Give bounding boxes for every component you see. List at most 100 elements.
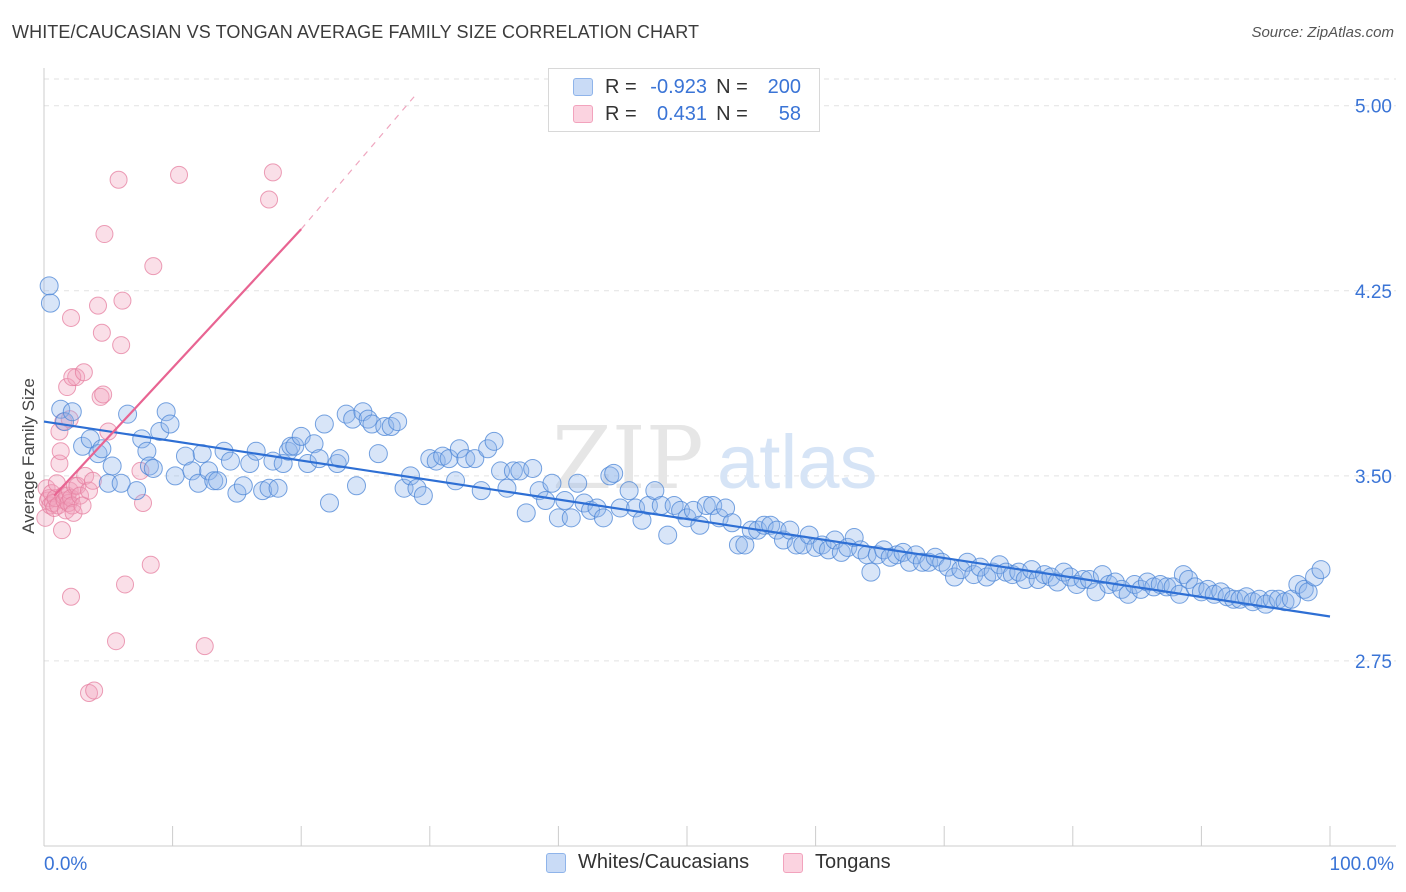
data-point-tongans	[62, 587, 81, 606]
data-point-whites	[912, 552, 932, 572]
data-point-whites	[314, 414, 334, 434]
data-point-whites	[516, 503, 536, 523]
y-tick-label: 3.50	[1355, 467, 1392, 488]
legend-label-whites: Whites/Caucasians	[578, 851, 750, 873]
legend-r-label: R =	[605, 75, 637, 98]
data-point-whites	[471, 481, 491, 501]
chart-title: WHITE/CAUCASIAN VS TONGAN AVERAGE FAMILY…	[12, 22, 700, 42]
axes	[43, 68, 1396, 847]
data-point-whites	[465, 449, 485, 469]
data-point-whites	[343, 409, 363, 429]
legend-r-value: 0.431	[656, 102, 707, 125]
data-point-tongans	[141, 555, 160, 574]
legend-n-value: 200	[767, 75, 801, 98]
legend-swatch-tongans	[573, 105, 593, 123]
data-point-tongans	[92, 323, 111, 342]
data-point-whites	[381, 417, 401, 437]
data-point-whites	[220, 451, 240, 471]
data-point-whites	[478, 439, 498, 459]
data-point-whites	[761, 515, 781, 535]
data-point-whites	[799, 525, 819, 545]
series-tongans	[36, 163, 282, 703]
data-point-tongans	[62, 308, 81, 327]
data-point-whites	[233, 476, 253, 496]
data-point-tongans	[112, 336, 131, 355]
data-point-whites	[523, 458, 543, 478]
legend-item-tongans[interactable]: Tongans	[783, 851, 891, 874]
data-point-tongans	[63, 368, 82, 387]
legend-n-label: N =	[716, 75, 748, 98]
watermark: ZIP atlas	[552, 409, 878, 509]
y-tick-label: 5.00	[1355, 97, 1392, 118]
data-point-tongans	[63, 496, 82, 515]
data-point-whites	[150, 421, 170, 441]
data-point-tongans	[80, 481, 99, 500]
data-point-whites	[977, 567, 997, 587]
data-point-whites	[861, 562, 881, 582]
legend-swatch-whites	[573, 78, 593, 96]
data-point-whites	[944, 567, 964, 587]
data-point-whites	[39, 276, 59, 296]
data-point-whites	[561, 508, 581, 528]
legend-r-value: -0.923	[650, 75, 707, 98]
data-point-whites	[227, 483, 247, 503]
data-point-whites	[690, 515, 710, 535]
data-point-whites	[375, 417, 395, 437]
data-point-whites	[844, 528, 864, 548]
data-point-whites	[246, 441, 266, 461]
data-point-whites	[304, 434, 324, 454]
data-point-whites	[1067, 574, 1087, 594]
data-point-whites	[658, 525, 678, 545]
x-tick-label-max: 100.0%	[1330, 854, 1395, 875]
data-point-whites	[346, 476, 366, 496]
data-point-whites	[102, 456, 122, 476]
correlation-legend: R = -0.923 N = 200 R = 0.431 N = 58	[548, 68, 820, 132]
data-point-whites	[1179, 570, 1199, 590]
data-point-tongans	[94, 385, 113, 404]
data-point-whites	[439, 449, 459, 469]
data-point-whites	[542, 473, 562, 493]
legend-row-tongans: R = 0.431 N = 58	[573, 102, 801, 126]
data-point-tongans	[116, 575, 135, 594]
data-point-whites	[1256, 594, 1276, 614]
legend-item-whites[interactable]: Whites/Caucasians	[546, 851, 749, 874]
legend-n-label: N =	[716, 102, 748, 125]
data-point-whites	[165, 466, 185, 486]
data-point-tongans	[80, 684, 99, 703]
y-axis-label: Average Family Size	[19, 378, 38, 534]
data-point-whites	[327, 454, 347, 474]
legend-swatch-tongans	[783, 852, 803, 873]
legend-swatch-whites	[546, 852, 566, 873]
data-point-tongans	[134, 494, 153, 513]
data-point-whites	[208, 471, 228, 491]
data-point-tongans	[109, 170, 128, 189]
series-legend: Whites/Caucasians Tongans	[0, 851, 1406, 879]
data-point-tongans	[73, 496, 92, 515]
trend-line-tongans-extended	[300, 93, 418, 230]
watermark-atlas: atlas	[717, 420, 878, 505]
data-point-whites	[268, 478, 288, 498]
data-point-whites	[368, 444, 388, 464]
data-point-tongans	[260, 190, 279, 209]
legend-label-tongans: Tongans	[815, 851, 891, 873]
data-point-whites	[127, 481, 147, 501]
data-point-whites	[696, 495, 716, 515]
data-point-tongans	[91, 387, 110, 406]
data-point-whites	[568, 473, 588, 493]
data-point-whites	[388, 412, 408, 432]
legend-row-whites: R = -0.923 N = 200	[573, 75, 801, 99]
data-point-whites	[51, 399, 71, 419]
data-point-whites	[619, 481, 639, 501]
y-tick-label: 4.25	[1355, 282, 1392, 303]
data-point-whites	[773, 530, 793, 550]
trend-lines	[43, 93, 1331, 618]
data-point-whites	[137, 441, 157, 461]
tick-labels: 5.00 4.25 3.50 2.75 0.0% 100.0%	[44, 97, 1394, 875]
data-point-whites	[182, 461, 202, 481]
data-point-tongans	[74, 363, 93, 382]
data-point-whites	[156, 402, 176, 422]
data-point-whites	[92, 439, 112, 459]
data-point-whites	[62, 402, 82, 422]
data-point-whites	[728, 535, 748, 555]
